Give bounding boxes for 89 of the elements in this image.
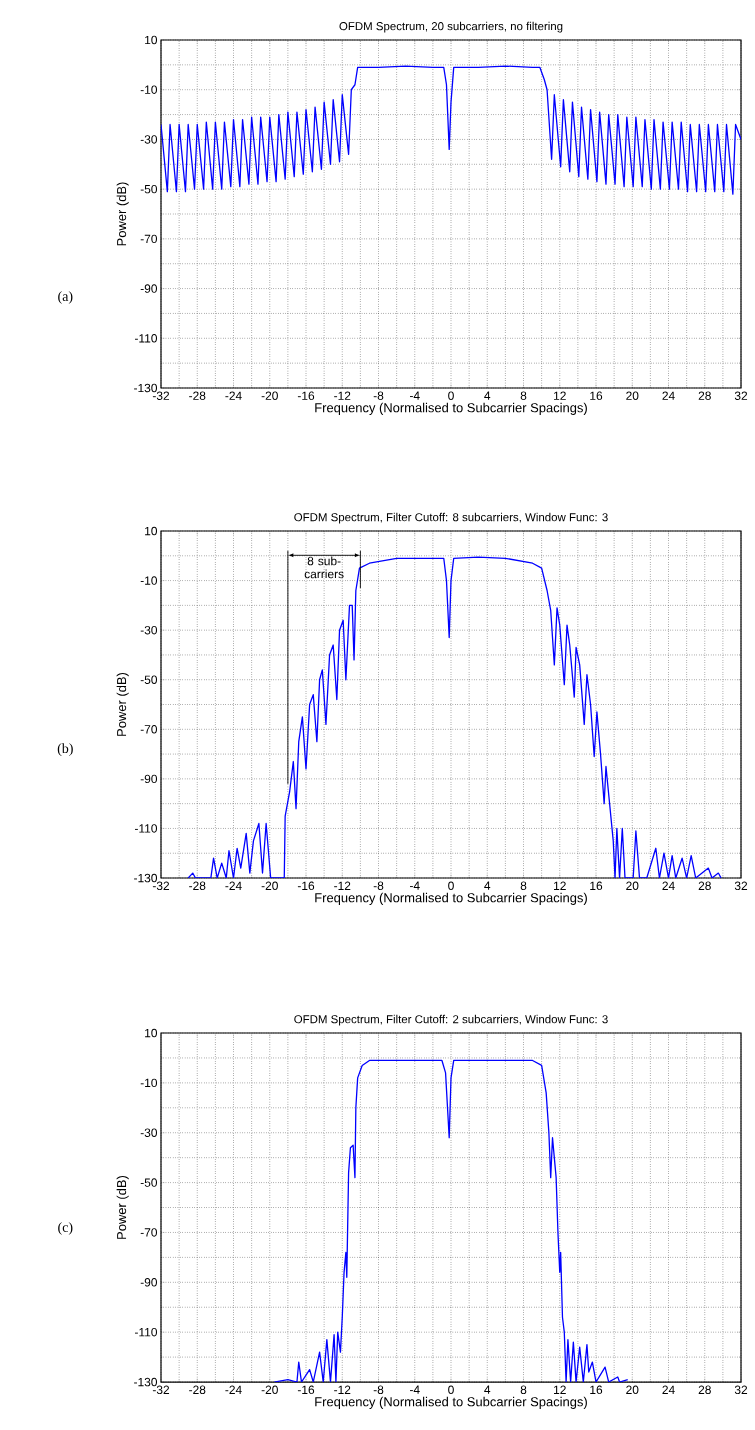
y-tick-label: -30 <box>140 625 158 635</box>
x-tick-label: 20 <box>626 391 639 400</box>
x-tick-label: -4 <box>409 391 420 400</box>
y-tick-label: -10 <box>140 1078 158 1088</box>
x-tick-label: -12 <box>334 1385 351 1394</box>
x-tick-label: -20 <box>261 1385 278 1395</box>
y-tick-label: -90 <box>140 1278 158 1287</box>
x-tick-label: 8 <box>520 391 527 400</box>
x-tick-label: -24 <box>225 1385 242 1394</box>
x-tick-label: 0 <box>448 881 454 890</box>
chart-title: OFDM Spectrum, Filter Cutoff: 2 subcarriers, Window Func: 3 <box>294 1014 608 1026</box>
x-tick-label: 8 <box>520 881 527 890</box>
x-tick-label: -4 <box>409 881 420 890</box>
y-axis-title: Power (dB) <box>116 182 129 246</box>
x-tick-label: -28 <box>189 391 206 400</box>
y-tick-label: -70 <box>140 234 158 244</box>
x-tick-label: -8 <box>373 881 384 890</box>
x-tick-label: -8 <box>373 1385 384 1395</box>
x-tick-label: 28 <box>698 391 711 400</box>
x-tick-label: 0 <box>448 1385 454 1395</box>
annotation: 8 sub-carriers <box>304 556 344 579</box>
x-tick-label: 4 <box>484 1385 491 1394</box>
y-tick-label: -70 <box>140 1228 158 1237</box>
x-tick-label: 24 <box>662 1385 675 1394</box>
x-tick-label: 32 <box>734 391 748 400</box>
y-tick-label: 10 <box>145 526 158 536</box>
x-tick-label: 8 <box>520 1385 527 1395</box>
x-tick-label: -16 <box>297 391 315 400</box>
y-tick-label: -110 <box>134 1327 158 1337</box>
x-tick-label: 20 <box>626 881 639 890</box>
y-tick-label: -130 <box>134 383 158 393</box>
x-tick-label: 4 <box>484 391 491 400</box>
x-tick-label: -20 <box>261 881 278 890</box>
y-tick-label: 10 <box>145 35 158 45</box>
x-tick-label: 20 <box>626 1385 639 1395</box>
y-tick-label: -70 <box>140 725 158 734</box>
line-series <box>161 65 742 195</box>
y-tick-label: 10 <box>145 1028 158 1038</box>
y-tick-label: -130 <box>134 1377 158 1387</box>
text: (a) <box>58 291 73 304</box>
x-tick-label: -16 <box>297 1385 315 1395</box>
x-axis-title: Frequency (Normalised to Subcarrier Spacings) <box>315 892 587 905</box>
x-tick-label: 16 <box>590 1385 603 1395</box>
text: (c) <box>58 1222 73 1235</box>
x-tick-label: 16 <box>590 391 603 400</box>
x-tick-label: 12 <box>554 1385 566 1394</box>
y-tick-label: -50 <box>140 184 158 194</box>
y-tick-label: -50 <box>140 675 158 684</box>
y-axis-title: Power (dB) <box>116 672 129 736</box>
y-tick-label: -10 <box>140 576 158 585</box>
y-tick-label: -30 <box>140 1128 158 1137</box>
y-axis-title: Power (dB) <box>116 1175 129 1239</box>
x-tick-label: 32 <box>734 1385 748 1395</box>
x-tick-label: -12 <box>334 391 351 400</box>
x-tick-label: -28 <box>189 1385 206 1395</box>
y-tick-label: -110 <box>134 334 158 343</box>
chart-title: OFDM Spectrum, 20 subcarriers, no filtering <box>339 21 563 33</box>
x-tick-label: 28 <box>698 1385 711 1395</box>
x-tick-label: -32 <box>152 391 170 400</box>
x-tick-label: 0 <box>448 391 454 400</box>
x-tick-label: 32 <box>734 881 748 890</box>
x-tick-label: -32 <box>152 881 170 890</box>
x-tick-label: -4 <box>409 1385 420 1394</box>
y-tick-label: -130 <box>134 873 158 883</box>
x-tick-label: -24 <box>225 881 242 890</box>
x-tick-label: 28 <box>698 881 711 890</box>
x-tick-label: -12 <box>334 881 351 890</box>
chart-title: OFDM Spectrum, Filter Cutoff: 8 subcarriers, Window Func: 3 <box>294 512 608 524</box>
x-tick-label: 16 <box>590 881 603 890</box>
y-tick-label: -50 <box>140 1178 158 1187</box>
x-axis-title: Frequency (Normalised to Subcarrier Spacings) <box>315 1396 587 1409</box>
x-tick-label: 4 <box>484 881 491 890</box>
y-tick-label: -90 <box>140 774 158 784</box>
x-tick-label: 12 <box>554 881 566 890</box>
x-tick-label: -16 <box>297 881 315 890</box>
y-tick-label: -90 <box>140 284 158 293</box>
text: (b) <box>57 743 73 756</box>
y-tick-label: -10 <box>140 85 158 94</box>
x-tick-label: -8 <box>373 391 384 400</box>
x-axis-title: Frequency (Normalised to Subcarrier Spacings) <box>315 402 587 415</box>
x-tick-label: -28 <box>189 881 206 890</box>
x-tick-label: -20 <box>261 391 278 400</box>
x-tick-label: -24 <box>225 391 242 400</box>
x-tick-label: -32 <box>152 1385 170 1395</box>
x-tick-label: 24 <box>662 391 675 400</box>
y-tick-label: -110 <box>134 824 158 833</box>
x-tick-label: 24 <box>662 881 675 890</box>
y-tick-label: -30 <box>140 135 158 144</box>
x-tick-label: 12 <box>554 391 566 400</box>
